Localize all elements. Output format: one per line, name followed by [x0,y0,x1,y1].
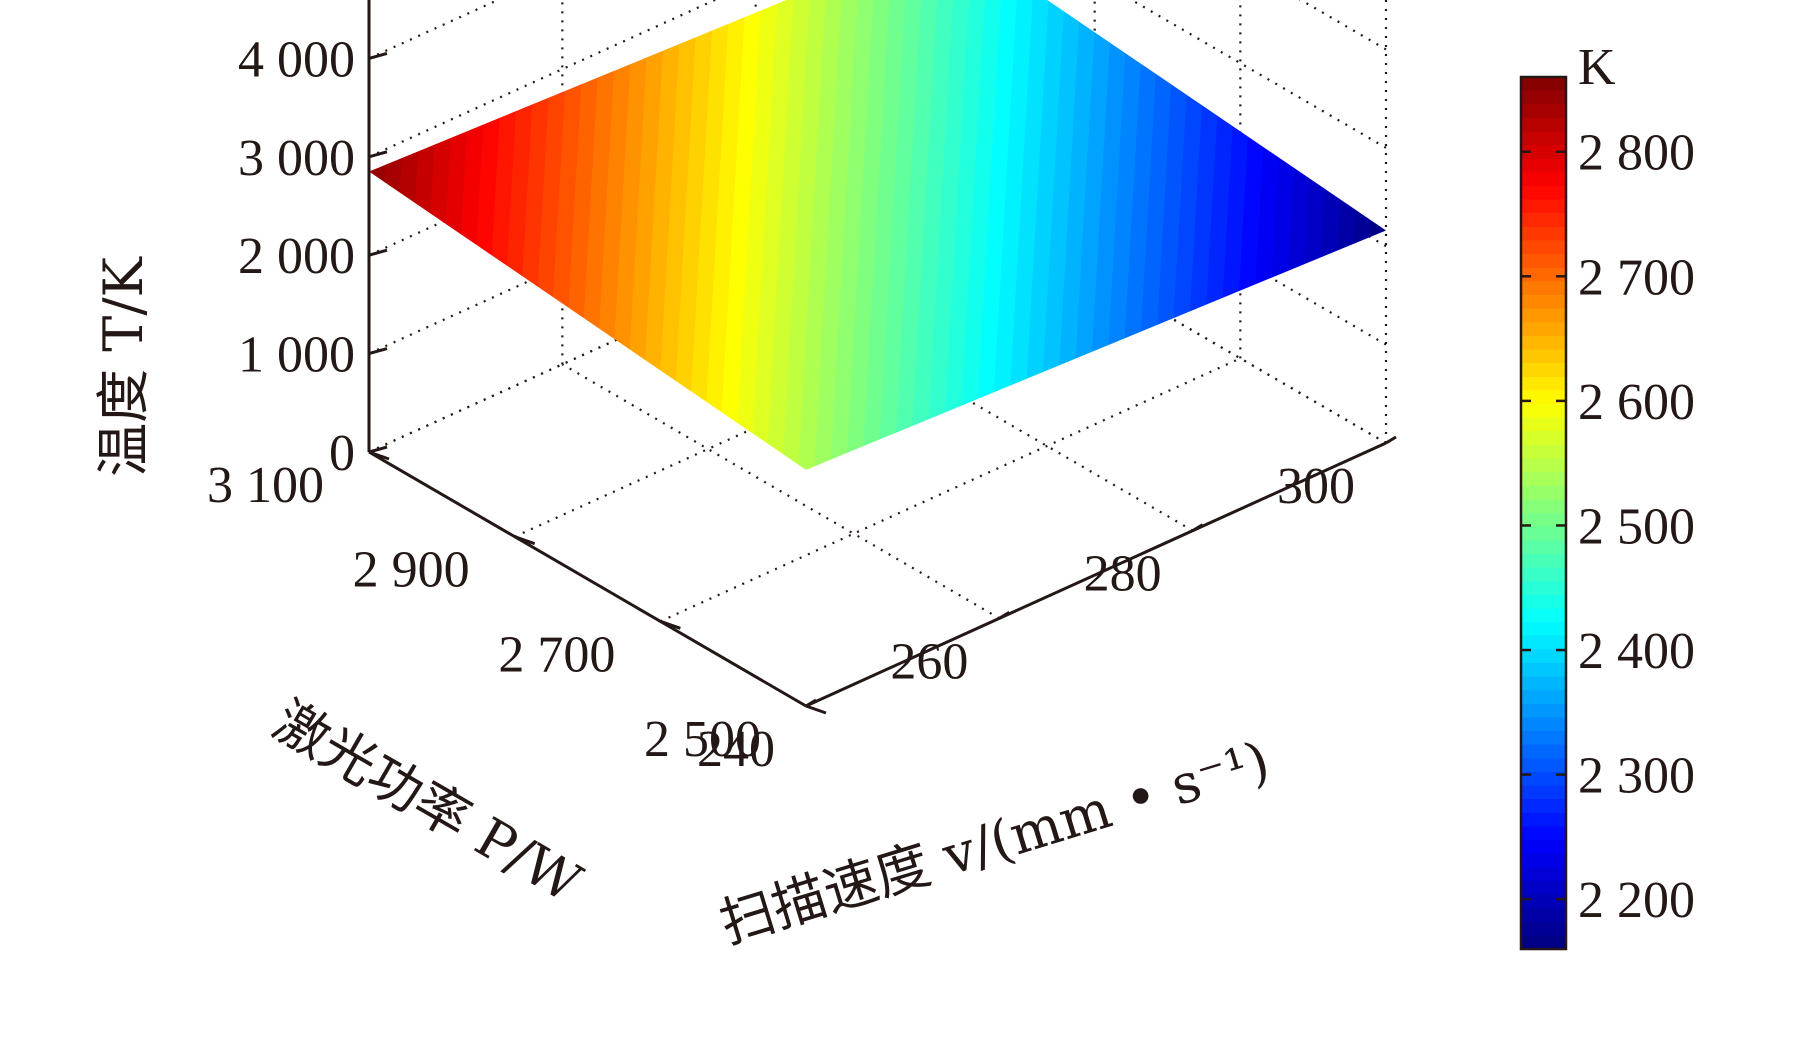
colorbar-tick-label: 2 200 [1578,872,1695,929]
x-tick-label: 280 [1084,546,1162,603]
z-tick-label: 4 000 [238,31,355,88]
z-tick-mark [368,248,388,257]
y-axis-line [368,450,807,708]
y-tick-mark [805,704,827,715]
z-tick-mark [368,150,388,159]
colorbar-ticks: 2 200 2 300 2 400 2 500 2 600 2 700 2 800 [1521,125,1695,929]
colorbar-tick-label: 2 700 [1578,249,1695,306]
z-tick-mark [368,445,388,454]
colorbar-tick-label: 2 400 [1578,623,1695,680]
x-axis-label: 扫描速度 v/(mm • s⁻¹) [713,729,1277,956]
x-tick-label: 260 [890,633,968,690]
x-tick-mark [1191,523,1204,532]
z-axis-label: 温度 T/K [92,255,155,476]
y-tick-label: 3 100 [207,457,324,514]
y-tick-mark [368,450,390,461]
x-tick-label: 300 [1277,458,1355,515]
colorbar-tick-label: 2 300 [1578,748,1695,805]
floor-grid-line [755,275,1194,532]
colorbar-tick-label: 2 600 [1578,374,1695,431]
colorbar-unit-label: K [1578,39,1616,96]
z-tick-label: 1 000 [238,327,355,384]
x-tick-mark [998,611,1011,620]
y-tick-mark [659,619,681,630]
temperature-surface [369,0,1386,470]
x-axis-line [805,441,1387,708]
z-tick-mark [368,51,388,60]
x-tick-label: 240 [697,721,775,778]
axes [367,0,1397,715]
floor-grid-line [561,363,1000,620]
y-tick-label: 2 900 [353,542,470,599]
colorbar-tick-label: 2 500 [1578,498,1695,555]
side-wall-grid-line [1129,0,1387,149]
colorbar [1519,75,1568,951]
y-axis-label: 激光功率 P/W [263,689,592,915]
x-tick-mark [1385,435,1397,445]
y-tick-mark [514,535,536,546]
z-tick-label: 3 000 [238,130,355,187]
z-tick-label: 0 [329,425,355,482]
y-tick-label: 2 500 [644,711,761,768]
colorbar-tick-label: 2 800 [1578,125,1695,182]
y-tick-label: 2 700 [498,626,615,683]
z-tick-label: 2 000 [238,228,355,285]
z-tick-mark [368,347,388,356]
